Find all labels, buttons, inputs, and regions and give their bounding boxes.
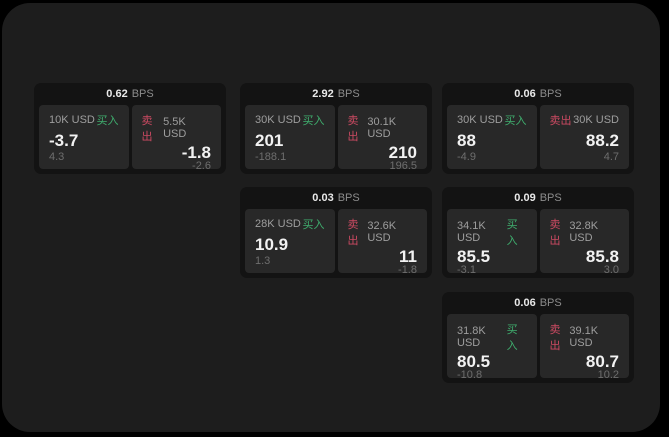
sell-label: 卖出 <box>141 115 153 143</box>
sell-label: 卖出 <box>549 115 572 127</box>
buy-delta: 4.3 <box>49 151 65 163</box>
buy-price: -3.7 <box>49 130 79 150</box>
spread-value: 0.06 <box>514 88 536 100</box>
buy-tile[interactable]: 10K USD 买入 -3.7 4.3 <box>39 105 129 169</box>
quote-card: 0.09 BPS 34.1K USD 买入 85.5 -3.1 卖出 32.8K… <box>442 187 634 278</box>
sell-delta: 10.2 <box>597 369 619 381</box>
sell-amount: 30K USD <box>573 114 619 126</box>
sell-delta: -2.6 <box>192 160 211 172</box>
sell-amount: 30.1K USD <box>367 116 397 140</box>
quote-card: 0.06 BPS 30K USD 买入 88 -4.9 卖出 30K USD 8… <box>442 83 634 174</box>
sell-amount: 5.5K USD <box>163 116 187 140</box>
buy-delta: -3.1 <box>457 264 476 276</box>
sell-tile[interactable]: 卖出 39.1K USD 80.7 10.2 <box>539 314 629 381</box>
sell-amount: 32.6K USD <box>367 220 397 244</box>
spread-unit: BPS <box>539 88 562 100</box>
buy-amount: 31.8K USD <box>457 325 486 349</box>
spread-header: 0.06 BPS <box>442 83 634 105</box>
spread-header: 0.03 BPS <box>240 187 432 209</box>
buy-label: 买入 <box>506 219 518 247</box>
spread-unit: BPS <box>131 88 154 100</box>
quote-card: 0.06 BPS 31.8K USD 买入 80.5 -10.8 卖出 39.1… <box>442 292 634 383</box>
sell-tile[interactable]: 卖出 32.8K USD 85.8 3.0 <box>539 209 629 276</box>
buy-tile[interactable]: 30K USD 买入 88 -4.9 <box>447 105 537 169</box>
sell-delta: 3.0 <box>603 264 619 276</box>
spread-unit: BPS <box>539 192 562 204</box>
quote-card: 0.03 BPS 28K USD 买入 10.9 1.3 卖出 32.6K US… <box>240 187 432 278</box>
spread-unit: BPS <box>539 297 562 309</box>
buy-label: 买入 <box>506 324 518 352</box>
quote-card: 2.92 BPS 30K USD 买入 201 -188.1 卖出 30.1K … <box>240 83 432 174</box>
buy-amount: 30K USD <box>255 114 301 126</box>
sell-price: 88.2 <box>585 130 619 150</box>
sell-label: 卖出 <box>347 115 359 143</box>
spread-value: 0.09 <box>514 192 536 204</box>
sell-label: 卖出 <box>549 219 561 247</box>
sell-delta: 196.5 <box>389 160 417 172</box>
sell-delta: -1.8 <box>398 264 417 276</box>
sell-price: 210 <box>388 143 417 162</box>
buy-tile[interactable]: 28K USD 买入 10.9 1.3 <box>245 209 335 273</box>
buy-tile[interactable]: 30K USD 买入 201 -188.1 <box>245 105 335 169</box>
spread-header: 0.06 BPS <box>442 292 634 314</box>
buy-label: 买入 <box>302 219 325 231</box>
buy-amount: 10K USD <box>49 114 95 126</box>
sell-label: 卖出 <box>347 219 359 247</box>
sell-price: 85.8 <box>585 247 619 266</box>
spread-header: 2.92 BPS <box>240 83 432 105</box>
sell-price: 11 <box>399 247 417 266</box>
spread-value: 2.92 <box>312 88 334 100</box>
sell-price: -1.8 <box>181 143 211 162</box>
buy-price: 80.5 <box>457 352 491 371</box>
buy-delta: -188.1 <box>255 151 287 163</box>
sell-delta: 4.7 <box>603 151 619 163</box>
spread-unit: BPS <box>337 192 360 204</box>
buy-label: 买入 <box>302 115 325 127</box>
buy-tile[interactable]: 31.8K USD 买入 80.5 -10.8 <box>447 314 537 381</box>
buy-delta: -10.8 <box>457 369 483 381</box>
spread-header: 0.09 BPS <box>442 187 634 209</box>
quote-board-surface: 0.62 BPS 10K USD 买入 -3.7 4.3 卖出 5.5K USD… <box>2 3 660 432</box>
sell-amount: 32.8K USD <box>569 220 599 244</box>
buy-tile[interactable]: 34.1K USD 买入 85.5 -3.1 <box>447 209 537 276</box>
buy-amount: 30K USD <box>457 114 503 126</box>
buy-amount: 34.1K USD <box>457 220 486 244</box>
spread-value: 0.06 <box>514 297 536 309</box>
sell-label: 卖出 <box>549 324 561 352</box>
buy-price: 88 <box>457 130 476 150</box>
buy-label: 买入 <box>504 115 527 127</box>
buy-price: 85.5 <box>457 247 491 266</box>
sell-tile[interactable]: 卖出 5.5K USD -1.8 -2.6 <box>131 105 221 172</box>
spread-value: 0.03 <box>312 192 334 204</box>
buy-label: 买入 <box>96 115 119 127</box>
buy-price: 201 <box>255 130 284 150</box>
buy-price: 10.9 <box>255 234 289 254</box>
spread-unit: BPS <box>337 88 360 100</box>
sell-tile[interactable]: 卖出 30K USD 88.2 4.7 <box>539 105 629 169</box>
sell-tile[interactable]: 卖出 30.1K USD 210 196.5 <box>337 105 427 172</box>
buy-delta: -4.9 <box>457 151 476 163</box>
spread-value: 0.62 <box>106 88 128 100</box>
buy-amount: 28K USD <box>255 218 301 230</box>
sell-amount: 39.1K USD <box>569 325 599 349</box>
quote-card: 0.62 BPS 10K USD 买入 -3.7 4.3 卖出 5.5K USD… <box>34 83 226 174</box>
buy-delta: 1.3 <box>255 255 271 267</box>
sell-price: 80.7 <box>585 352 619 371</box>
spread-header: 0.62 BPS <box>34 83 226 105</box>
sell-tile[interactable]: 卖出 32.6K USD 11 -1.8 <box>337 209 427 276</box>
